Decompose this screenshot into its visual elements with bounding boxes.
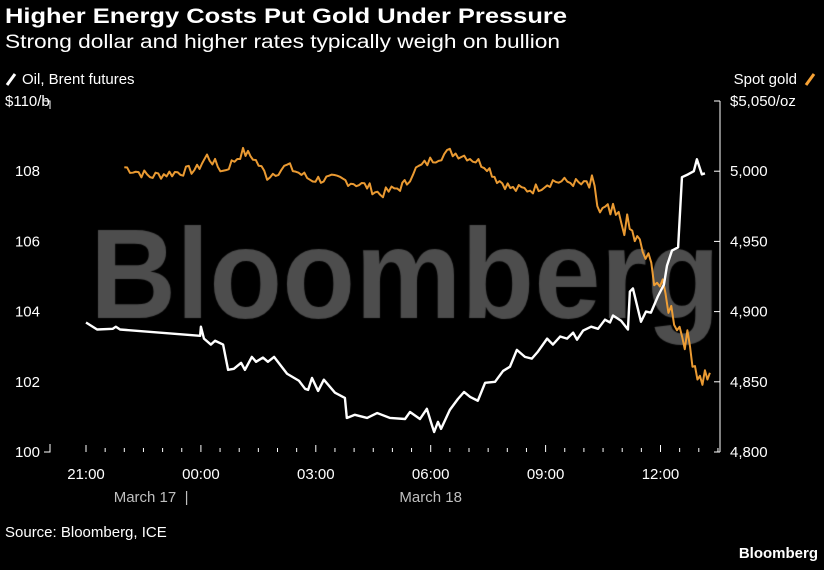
x-axis-tick-label: 03:00 [297,466,335,483]
x-axis-tick-label: 12:00 [642,466,680,483]
axes: $110/b 108 106 104 102 100 $5,050/oz 5,000 4,950… [5,93,796,506]
source-note: Source: Bloomberg, ICE [5,524,167,541]
legend-oil-label: Oil, Brent futures [22,71,135,88]
chart-subtitle: Strong dollar and higher rates typically… [5,32,560,53]
plot-area [85,146,711,434]
legend-gold-label: Spot gold [734,71,797,88]
x-axis-tick-label: 06:00 [412,466,450,483]
right-axis-tick-label: 4,800 [730,444,768,461]
left-axis-tick-label: 104 [15,304,40,321]
left-axis-bottom-bracket [44,444,51,453]
right-axis-tick-label: 4,950 [730,233,768,250]
right-axis-tick-label: 4,900 [730,304,768,321]
x-axis-tick-label: 09:00 [527,466,565,483]
x-axis-date-label: March 18 [399,489,462,506]
chart-title: Higher Energy Costs Put Gold Under Press… [5,5,567,28]
x-axis-tick-label: 00:00 [182,466,220,483]
x-axis-date-label: March 17 | [114,489,189,506]
left-axis-tick-label: $110/b [5,93,50,110]
gold-series-line [124,146,711,386]
left-axis-tick-label: 108 [15,163,40,180]
bloomberg-logo: Bloomberg [739,545,818,562]
oil-series-line [85,158,706,434]
x-axis-tick-label: 21:00 [67,466,105,483]
left-axis-tick-label: 106 [15,233,40,250]
left-axis-tick-label: 100 [15,444,40,461]
legend-oil: Oil, Brent futures [5,71,135,88]
right-axis-tick-label: $5,050/oz [730,93,796,110]
gold-legend-icon [804,73,816,86]
right-axis-tick-label: 5,000 [730,163,768,180]
left-axis-tick-label: 102 [15,374,40,391]
right-axis-tick-label: 4,850 [730,374,768,391]
legend-gold: Spot gold [734,71,816,88]
left-axis-top-bracket [44,100,51,109]
oil-legend-icon [5,73,17,86]
